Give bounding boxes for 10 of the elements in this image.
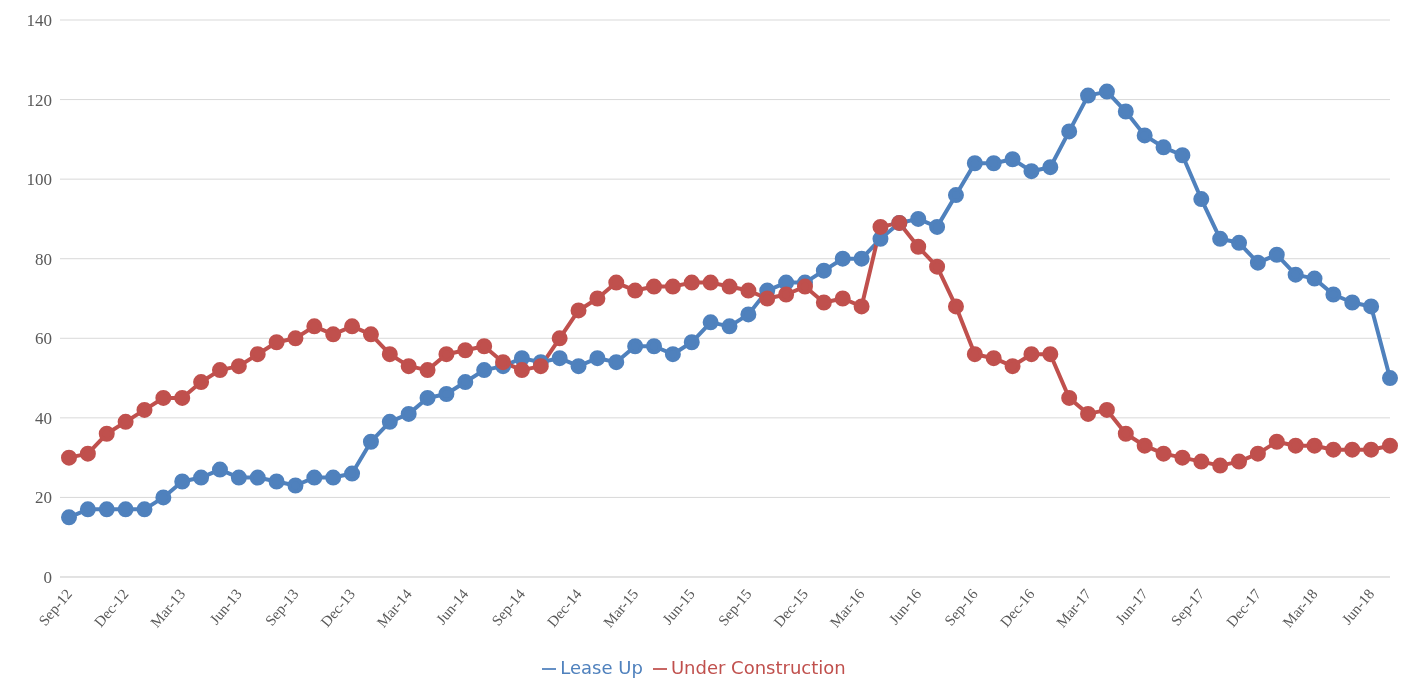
legend-label: Lease Up <box>560 657 643 678</box>
legend-label: Under Construction <box>670 657 846 678</box>
y-tick-label: 40 <box>35 408 52 428</box>
y-tick-label: 100 <box>26 170 52 190</box>
y-tick-label: 60 <box>35 329 52 349</box>
y-tick-label: 0 <box>43 568 52 588</box>
y-tick-label: 80 <box>35 249 52 269</box>
y-tick-label: 120 <box>26 90 52 110</box>
y-tick-label: 140 <box>26 11 52 31</box>
y-tick-label: 20 <box>35 488 52 508</box>
